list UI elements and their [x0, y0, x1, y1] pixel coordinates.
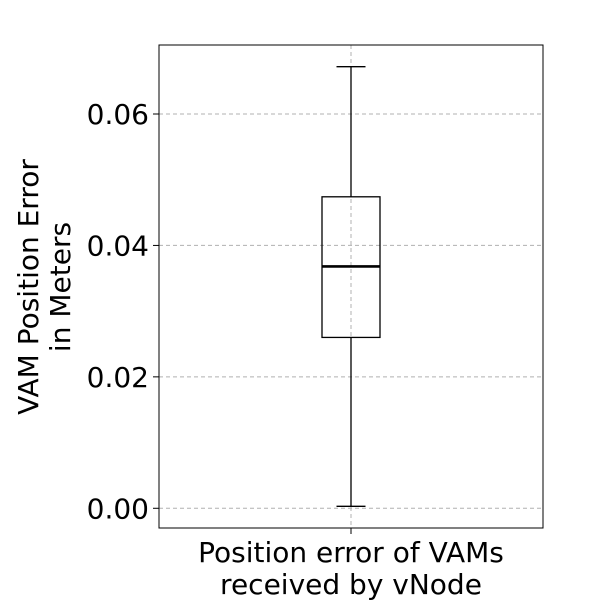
x-axis-label-line-2: received by vNode [220, 568, 482, 600]
y-tick-label-1: 0.02 [87, 361, 149, 394]
y-axis-label-line-2: in Meters [44, 222, 77, 352]
y-tick-label-2: 0.04 [87, 229, 149, 262]
y-tick-label-3: 0.06 [87, 98, 149, 131]
y-axis-label-line-1: VAM Position Error [12, 159, 45, 415]
x-axis-label-line-1: Position error of VAMs [198, 536, 504, 569]
y-axis-ticks: 0.00 0.02 0.04 0.06 [87, 98, 159, 525]
box-plot [321, 66, 381, 507]
y-tick-label-0: 0.00 [87, 492, 149, 525]
